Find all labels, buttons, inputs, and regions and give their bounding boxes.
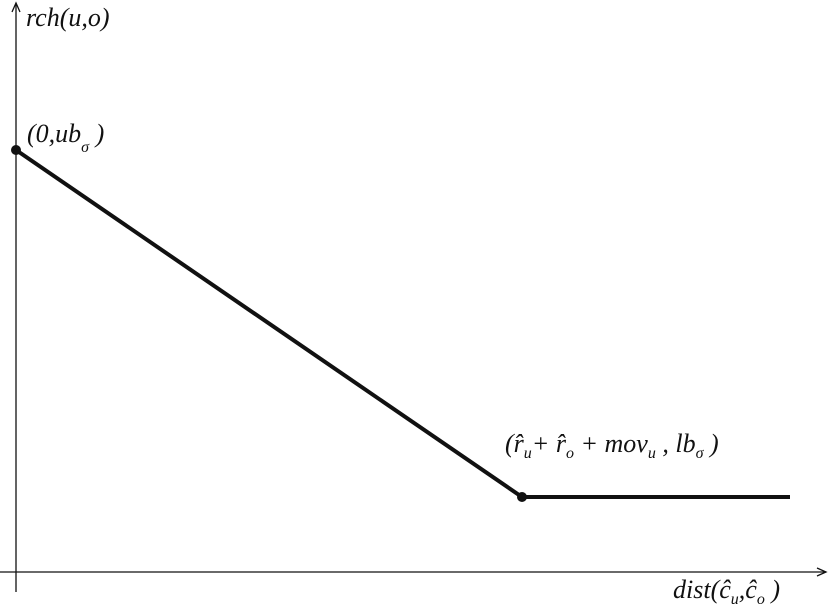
label-subscript: u (731, 591, 739, 608)
label-subscript: σ (81, 139, 90, 156)
label-subscript: u (524, 445, 532, 462)
label-subscript: σ (696, 445, 705, 462)
point-label: (0,ubσ ) (27, 119, 104, 156)
label-part: ) (765, 575, 780, 604)
label-subscript: o (566, 445, 574, 462)
label-part: ĉ (719, 575, 731, 604)
y-axis-arrow (11, 1, 21, 13)
label-part: + mov (574, 429, 648, 458)
y-axis-label: rch(u,o) (26, 3, 110, 32)
label-part: r̂ (514, 429, 525, 458)
label-subscript: o (757, 591, 765, 608)
label-part: ) (703, 429, 718, 458)
label-part: (0,ub (27, 119, 81, 148)
point-marker (517, 492, 527, 502)
label-part: , (739, 575, 746, 604)
x-axis-arrow (816, 567, 828, 577)
label-part: + (532, 429, 556, 458)
label-part: ĉ (745, 575, 757, 604)
label-part: , lb (656, 429, 696, 458)
x-axis-label: dist(ĉu,ĉo ) (673, 575, 780, 608)
label-subscript: u (648, 445, 656, 462)
label-part: ) (89, 119, 104, 148)
label-part: ( (505, 429, 515, 458)
label-part: dist( (673, 575, 721, 604)
point-marker (11, 145, 21, 155)
label-part: r̂ (556, 429, 567, 458)
point-label: (r̂u+ r̂o + movu , lbσ ) (505, 429, 719, 462)
